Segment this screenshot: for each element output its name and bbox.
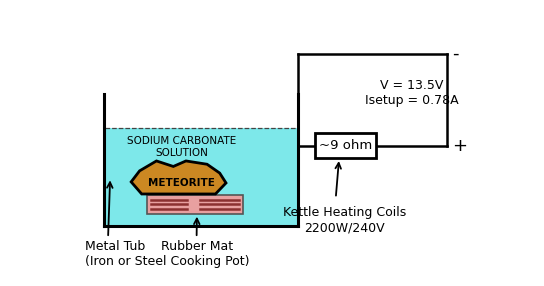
Bar <box>314 133 376 158</box>
Text: V = 13.5V
Isetup = 0.78A: V = 13.5V Isetup = 0.78A <box>365 79 459 107</box>
Bar <box>146 195 244 214</box>
Text: METEORITE: METEORITE <box>149 178 215 188</box>
Text: Kettle Heating Coils
2200W/240V: Kettle Heating Coils 2200W/240V <box>282 206 406 234</box>
Text: +: + <box>453 136 467 154</box>
Bar <box>105 128 296 225</box>
Text: Rubber Mat: Rubber Mat <box>160 240 233 253</box>
Text: SODIUM CARBONATE
SOLUTION: SODIUM CARBONATE SOLUTION <box>127 136 236 158</box>
Text: Metal Tub
(Iron or Steel Cooking Pot): Metal Tub (Iron or Steel Cooking Pot) <box>85 240 249 268</box>
Text: -: - <box>453 45 459 63</box>
Text: ~9 ohm: ~9 ohm <box>319 139 372 152</box>
Polygon shape <box>131 161 226 194</box>
